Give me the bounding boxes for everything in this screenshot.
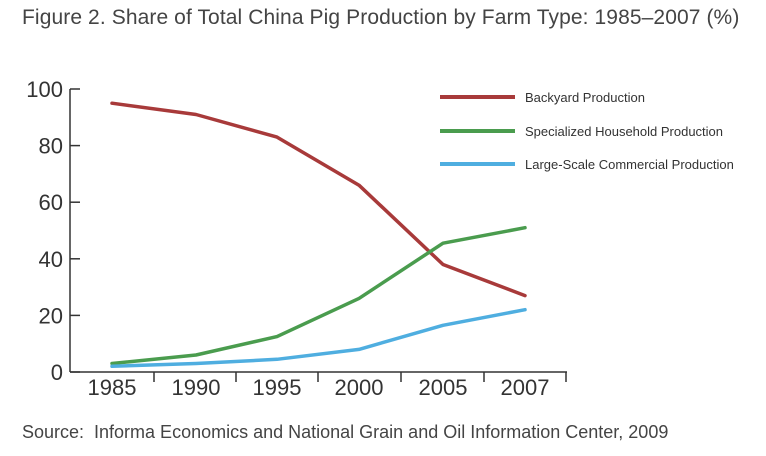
x-tick-label: 2000 bbox=[335, 375, 384, 400]
y-tick-label: 100 bbox=[26, 77, 63, 102]
legend-label: Backyard Production bbox=[525, 90, 645, 105]
x-tick-label: 1995 bbox=[253, 375, 302, 400]
series-lines bbox=[110, 101, 527, 369]
y-tick-label: 40 bbox=[39, 247, 63, 272]
y-tick-label: 20 bbox=[39, 303, 63, 328]
y-tick-label: 80 bbox=[39, 134, 63, 159]
x-tick-label: 1990 bbox=[172, 375, 221, 400]
legend-label: Specialized Household Production bbox=[525, 124, 723, 139]
x-tick-label: 2005 bbox=[419, 375, 468, 400]
series-line-specialized-household-production bbox=[110, 225, 527, 366]
legend-label: Large-Scale Commercial Production bbox=[525, 157, 734, 172]
chart-title: Figure 2. Share of Total China Pig Produ… bbox=[22, 6, 740, 29]
axes: 0 20 40 60 80 100 1985 1990 1995 2000 2005 2007 bbox=[26, 77, 567, 400]
x-tick-label: 1985 bbox=[88, 375, 137, 400]
series-line-backyard-production bbox=[110, 101, 527, 298]
series-line-large-scale-commercial-production bbox=[110, 307, 527, 369]
y-tick-label: 0 bbox=[51, 360, 63, 385]
source-note: Source: Informa Economics and National G… bbox=[22, 422, 669, 442]
legend: Backyard Production Specialized Household… bbox=[440, 90, 734, 172]
x-tick-label: 2007 bbox=[501, 375, 550, 400]
y-tick-label: 60 bbox=[39, 190, 63, 215]
